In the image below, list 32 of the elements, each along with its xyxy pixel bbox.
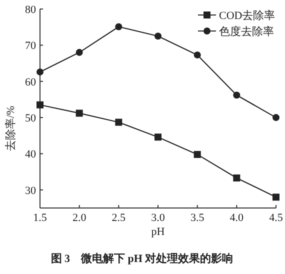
x-tick-label: 4.0 (230, 212, 244, 224)
legend-label: COD去除率 (219, 9, 276, 22)
y-tick-label: 60 (25, 76, 36, 88)
point (233, 92, 240, 99)
x-tick-label: 2.5 (112, 212, 126, 224)
point (154, 134, 162, 141)
text: 图 3 微电解下 pH 对处理效果的影响 (50, 252, 234, 265)
y-tick-label: 30 (25, 184, 36, 197)
y-tick-label: 40 (25, 148, 36, 161)
point (194, 51, 201, 58)
point (36, 101, 44, 108)
point (76, 48, 83, 56)
x-axis-title: pH (151, 226, 165, 238)
y-tick-label: 70 (25, 40, 36, 52)
point (154, 32, 162, 40)
x-tick-label: 1.5 (33, 212, 48, 224)
legend-label: 色度去除率 (219, 25, 274, 38)
point (233, 174, 240, 182)
x-tick-label: 4.5 (269, 212, 284, 224)
y-axis-title: 去除率/% (4, 106, 17, 152)
y-tick-label: 80 (25, 4, 36, 16)
x-tick-label: 3.5 (190, 212, 205, 224)
y-tick-label: 50 (25, 112, 36, 125)
point (194, 150, 201, 158)
point (272, 114, 280, 122)
point (76, 110, 83, 117)
point (115, 118, 122, 126)
x-tick-label: 3.0 (151, 212, 166, 224)
point (115, 23, 122, 30)
point (272, 194, 280, 201)
x-tick-label: 2.0 (72, 212, 87, 224)
point (36, 68, 44, 76)
